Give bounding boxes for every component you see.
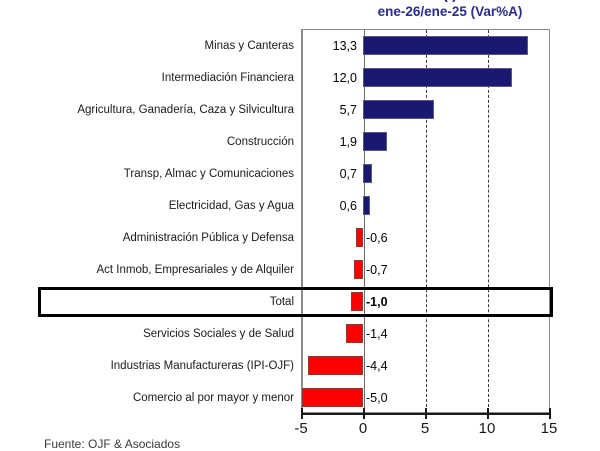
bar	[363, 68, 512, 87]
bar-value-label: -5,0	[366, 391, 388, 405]
category-label: Comercio al por mayor y menor	[132, 392, 294, 404]
table-row: Agricultura, Ganadería, Caza y Silvicult…	[0, 94, 600, 126]
bar	[363, 196, 371, 215]
table-row: Act Inmob, Empresariales y de Alquiler -0…	[0, 254, 600, 286]
gridline-zero	[364, 30, 365, 412]
category-label: Electricidad, Gas y Agua	[168, 200, 294, 212]
gridline-10	[488, 30, 489, 412]
axis-tick	[363, 408, 365, 419]
bar	[345, 324, 363, 343]
axis-tick-label: 5	[420, 420, 430, 437]
table-row: Construcción 1,9	[0, 126, 600, 158]
table-row: Electricidad, Gas y Agua 0,6	[0, 190, 600, 222]
axis-tick	[487, 408, 489, 419]
bar	[355, 228, 363, 247]
category-label: Minas y Canteras	[204, 40, 294, 52]
bar-value-label: 1,9	[339, 135, 357, 149]
axis-tick-label: 15	[540, 420, 558, 437]
chart-subtitle: ene-26/ene-25 (Var%A)	[377, 4, 523, 19]
table-row: Comercio al por mayor y menor -5,0	[0, 382, 600, 414]
bar	[354, 260, 363, 279]
category-label: Transp, Almac y Comunicaciones	[123, 168, 294, 180]
table-row: Servicios Sociales y de Salud -1,4	[0, 318, 600, 350]
axis-tick-label: 0	[358, 420, 368, 437]
bar-value-label: 0,6	[339, 199, 357, 213]
bar-value-label: -0,6	[366, 231, 388, 245]
axis-tick	[425, 408, 427, 419]
bar	[363, 100, 434, 119]
bar	[363, 36, 528, 55]
table-row: Minas y Canteras 13,3	[0, 30, 600, 62]
source-note: Fuente: OJF & Asociados	[44, 437, 181, 451]
bar-value-label: 0,7	[339, 167, 357, 181]
category-label: Act Inmob, Empresariales y de Alquiler	[96, 264, 294, 276]
table-row: Total -1,0	[0, 286, 600, 318]
category-label: Servicios Sociales y de Salud	[143, 328, 294, 340]
category-label: Construcción	[226, 136, 294, 148]
table-row: Intermediación Financiera 12,0	[0, 62, 600, 94]
total-highlight-box	[38, 287, 553, 317]
category-label: Intermediación Financiera	[161, 72, 294, 84]
axis-tick	[301, 408, 303, 419]
bar	[302, 388, 363, 407]
chart-title: ( )	[300, 0, 600, 3]
bar-value-label: -1,4	[366, 327, 388, 341]
category-label: Agricultura, Ganadería, Caza y Silvicult…	[77, 104, 294, 116]
gridline-minus5	[302, 30, 303, 412]
bar	[350, 292, 363, 311]
category-label: Industrias Manufactureras (IPI-OJF)	[110, 360, 294, 372]
category-label: Administración Pública y Defensa	[122, 232, 294, 244]
axis-tick	[549, 408, 551, 419]
bar-value-label: 12,0	[332, 71, 357, 85]
axis-tick-label: -5	[294, 420, 308, 437]
table-row: Transp, Almac y Comunicaciones 0,7	[0, 158, 600, 190]
category-label: Total	[269, 296, 294, 308]
bar-value-label: -1,0	[366, 295, 388, 309]
bar	[308, 356, 363, 375]
table-row: Industrias Manufactureras (IPI-OJF) -4,4	[0, 350, 600, 382]
bar-value-label: -0,7	[366, 263, 388, 277]
bar	[363, 132, 387, 151]
axis-tick-label: 10	[478, 420, 496, 437]
plot-area	[301, 29, 550, 413]
bar-value-label: -4,4	[366, 359, 388, 373]
bar	[363, 164, 372, 183]
gridline-5	[426, 30, 427, 412]
bar-value-label: 13,3	[332, 39, 357, 53]
table-row: Administración Pública y Defensa -0,6	[0, 222, 600, 254]
bar-value-label: 5,7	[339, 103, 357, 117]
